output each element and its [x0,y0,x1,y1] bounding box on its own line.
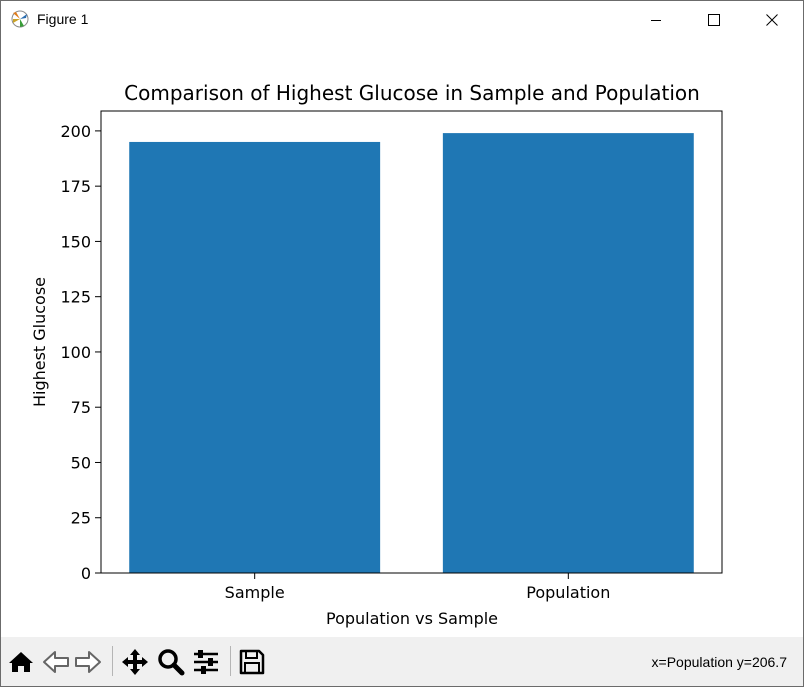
x-tick-label: Sample [225,583,285,602]
zoom-icon [158,649,185,676]
x-axis-label: Population vs Sample [326,609,498,628]
y-tick-label: 25 [71,509,91,528]
configure-subplots-button[interactable] [191,647,221,677]
back-icon [43,651,69,673]
toolbar-separator [112,646,113,676]
y-tick-label: 200 [60,122,91,141]
bar-population [442,133,694,573]
save-icon [239,649,265,675]
maximize-button[interactable] [685,1,743,39]
chart-title: Comparison of Highest Glucose in Sample … [124,81,700,105]
pan-icon [122,649,148,675]
back-button[interactable] [41,647,71,677]
forward-icon [75,651,101,673]
bar-sample [129,141,381,573]
y-tick-label: 175 [60,177,91,196]
y-tick-label: 125 [60,288,91,307]
matplotlib-logo-icon [10,9,30,29]
forward-button[interactable] [73,647,103,677]
home-button[interactable] [6,647,36,677]
bar-chart[interactable]: Comparison of Highest Glucose in Sample … [1,39,803,637]
y-tick-label: 50 [71,453,91,472]
minimize-icon [651,20,661,21]
cursor-coordinates: x=Population y=206.7 [651,654,787,670]
y-axis-label: Highest Glucose [30,277,49,407]
toolbar-separator [230,646,231,676]
close-button[interactable] [743,1,801,39]
close-icon [766,14,778,26]
title-bar[interactable]: Figure 1 [1,1,803,39]
y-tick-label: 150 [60,232,91,251]
y-tick-label: 100 [60,343,91,362]
minimize-button[interactable] [627,1,685,39]
x-tick-label: Population [526,583,610,602]
maximize-icon [708,14,720,26]
window-title: Figure 1 [37,11,89,27]
home-icon [9,652,33,672]
pan-button[interactable] [120,647,150,677]
plot-canvas[interactable]: Comparison of Highest Glucose in Sample … [1,39,803,637]
y-tick-label: 75 [71,398,91,417]
plot-frame [100,110,723,574]
y-tick-label: 0 [81,564,91,583]
save-button[interactable] [237,647,267,677]
navigation-toolbar: x=Population y=206.7 [1,637,803,686]
configure-subplots-icon [194,650,218,674]
zoom-button[interactable] [156,647,186,677]
